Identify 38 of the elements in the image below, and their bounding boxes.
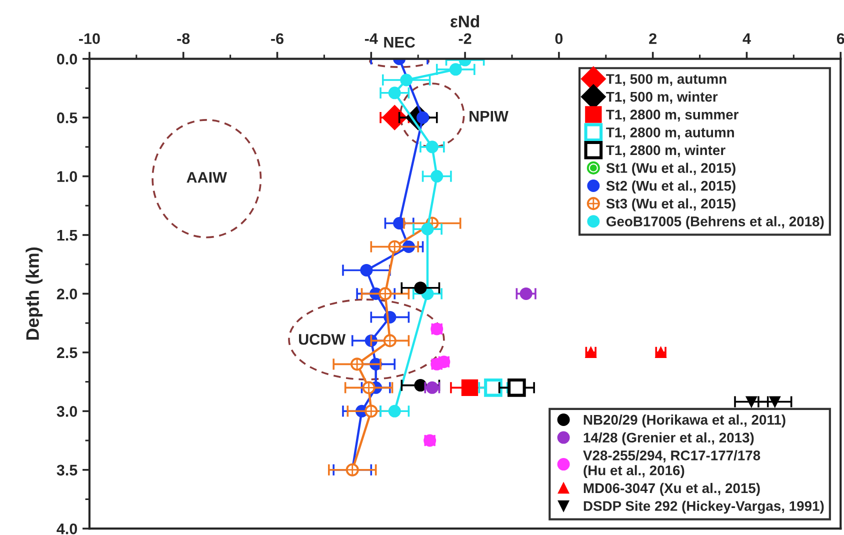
y-tick-label: 3.0 bbox=[56, 406, 78, 417]
y-tick-label: 4.0 bbox=[56, 523, 78, 534]
x-axis-title: εNd bbox=[450, 15, 480, 28]
y-tick-label: 0.5 bbox=[57, 112, 78, 124]
legend-label: NB20/29 (Horikawa et al., 2011) bbox=[584, 414, 786, 428]
legend-label: St3 (Wu et al., 2015) bbox=[606, 198, 736, 212]
legend-label: T1, 2800 m, autumn bbox=[606, 127, 734, 140]
x-tick-label: 6 bbox=[836, 33, 844, 44]
legend-label: T1, 500 m, autumn bbox=[606, 74, 726, 86]
x-tick-label: 2 bbox=[649, 33, 656, 44]
legend-label: 14/28 (Grenier et al., 2013) bbox=[584, 432, 754, 446]
y-axis-title: Depth (km) bbox=[26, 247, 43, 340]
y-tick-label: 2.0 bbox=[56, 288, 78, 300]
legend-label: MD06-3047 (Xu et al., 2015) bbox=[584, 482, 760, 496]
legend-label: GeoB17005 (Behrens et al., 2018) bbox=[606, 216, 824, 230]
annotation: NPIW bbox=[470, 111, 508, 122]
y-tick-label: 1.5 bbox=[57, 230, 78, 241]
legend-label: T1, 2800 m, summer bbox=[606, 110, 738, 122]
legend-label: T1, 500 m, winter bbox=[606, 92, 718, 104]
legend-label: St2 (Wu et al., 2015) bbox=[606, 180, 736, 194]
y-tick-label: 1.0 bbox=[57, 171, 78, 182]
x-tick-label: -10 bbox=[79, 33, 100, 44]
y-tick-label: 2.5 bbox=[56, 347, 78, 358]
x-tick-label: -2 bbox=[458, 33, 472, 44]
x-tick-label: -6 bbox=[271, 33, 284, 44]
x-tick-label: 0 bbox=[555, 33, 563, 44]
legend-label: T1, 2800 m, winter bbox=[606, 144, 726, 158]
legend-label: St1 (Wu et al., 2015) bbox=[606, 162, 736, 176]
annotation: AAIW bbox=[186, 172, 227, 183]
annotation: NEC bbox=[384, 36, 416, 48]
legend-label: V28-255/294, RC17-177/178 (Hu et al., 2016) bbox=[583, 450, 760, 478]
annotation: UCDW bbox=[299, 334, 346, 345]
x-tick-label: -4 bbox=[364, 33, 378, 44]
x-tick-label: 4 bbox=[742, 33, 751, 44]
y-tick-label: 0.0 bbox=[57, 54, 78, 65]
y-tick-label: 3.5 bbox=[56, 464, 78, 476]
legend-label: DSDP Site 292 (Hickey-Vargas, 1991) bbox=[584, 500, 824, 514]
x-tick-label: -8 bbox=[177, 33, 190, 44]
